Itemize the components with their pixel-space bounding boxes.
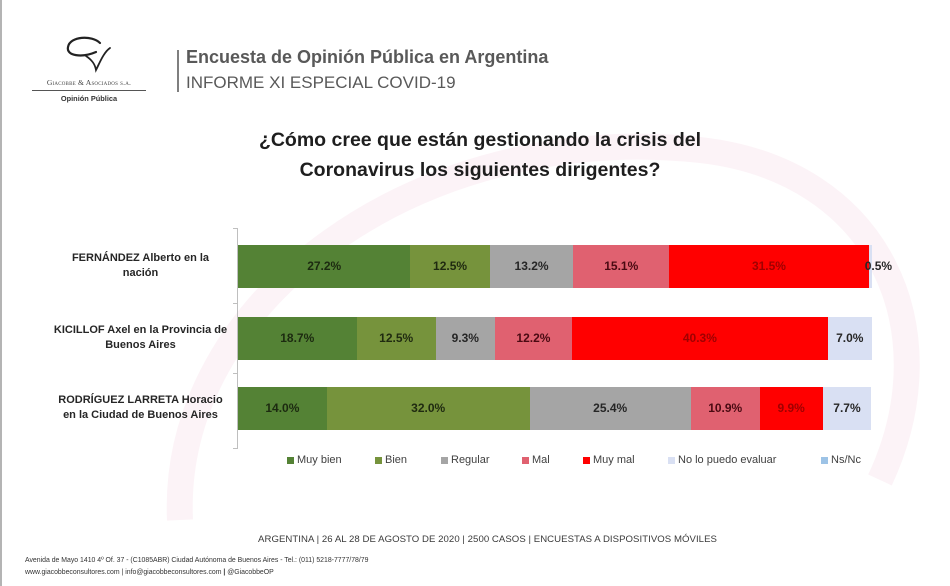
- data-label: 9.9%: [777, 401, 805, 415]
- bar-segment: [435, 317, 495, 360]
- data-label: 13.2%: [514, 259, 549, 273]
- contact-info: Avenida de Mayo 1410 4º Of. 37 - (C1085A…: [25, 555, 368, 579]
- bar-segment: [759, 387, 823, 430]
- bar-segment: [868, 245, 872, 288]
- company-logo: Giacobbe & Asociados s.a. Opinión Públic…: [24, 34, 154, 106]
- legend-swatch: [287, 456, 294, 464]
- bar-segment: [326, 387, 530, 430]
- bar-segment: [572, 317, 828, 360]
- logo-mark-icon: [66, 36, 111, 73]
- data-label: 15.1%: [604, 259, 639, 273]
- web-contact-line: www.giacobbeconsultores.com | info@giaco…: [25, 567, 368, 579]
- legend-item: Mal: [522, 452, 550, 468]
- legend-swatch: [522, 456, 529, 464]
- bar-segment: [669, 245, 869, 288]
- logo-brand: Giacobbe & Asociados s.a.: [46, 78, 132, 87]
- bar-segment: [573, 245, 670, 288]
- bar-segment: [494, 317, 573, 360]
- report-subtitle: INFORME XI ESPECIAL COVID-19: [186, 73, 456, 92]
- data-label: 27.2%: [307, 259, 342, 273]
- logo-tagline: Opinión Pública: [60, 94, 118, 103]
- category-label-line: FERNÁNDEZ Alberto en la: [71, 252, 210, 264]
- category-label-line: en la Ciudad de Buenos Aires: [63, 409, 218, 421]
- legend-item: Bien: [375, 452, 407, 468]
- y-axis-tick: [233, 373, 238, 374]
- email-link[interactable]: info@giacobbeconsultores.com: [125, 569, 222, 576]
- category-label: FERNÁNDEZ Alberto en la nación: [48, 251, 233, 281]
- data-label: 10.9%: [708, 401, 743, 415]
- legend-label: Muy mal: [593, 454, 635, 466]
- bar-segment: [238, 317, 357, 360]
- legend-swatch: [668, 456, 675, 464]
- legend-item: No lo puedo evaluar: [668, 452, 776, 468]
- data-label: 0.5%: [864, 259, 893, 273]
- category-label-line: KICILLOF Axel en la Provincia de: [53, 324, 228, 336]
- data-label: 40.3%: [682, 331, 717, 345]
- data-label: 12.5%: [379, 331, 414, 345]
- legend-label: Regular: [451, 454, 490, 466]
- data-label: 7.0%: [836, 331, 864, 345]
- data-label: 14.0%: [265, 401, 300, 415]
- data-label: 25.4%: [593, 401, 628, 415]
- category-label-line: RODRÍGUEZ LARRETA Horacio: [58, 394, 223, 406]
- chart-title-line: Coronavirus los siguientes dirigentes?: [299, 159, 661, 181]
- legend-swatch: [441, 456, 448, 464]
- bar-segment: [827, 317, 872, 360]
- chart-title: ¿Cómo cree que están gestionando la cris…: [150, 125, 810, 185]
- bar-segment: [822, 387, 872, 430]
- chart-legend: Muy bien Bien Regular Mal Muy mal No lo puedo…: [0, 452, 950, 468]
- data-label: 12.5%: [433, 259, 468, 273]
- legend-item: Ns/Nc: [821, 452, 861, 468]
- legend-label: Muy bien: [297, 454, 342, 466]
- report-title: Encuesta de Opinión Pública en Argentina: [186, 47, 549, 67]
- separator: |: [223, 569, 228, 576]
- y-axis-tick: [233, 228, 238, 229]
- bar-segment: [238, 245, 411, 288]
- category-label: KICILLOF Axel en la Provincia de Buenos A…: [48, 323, 233, 353]
- bar-segment: [489, 245, 574, 288]
- y-axis-tick: [233, 303, 238, 304]
- category-label: RODRÍGUEZ LARRETA Horacio en la Ciudad de…: [48, 393, 233, 423]
- y-axis-tick: [233, 448, 238, 449]
- chart-title-line: ¿Cómo cree que están gestionando la cris…: [258, 129, 702, 151]
- data-label: 32.0%: [411, 401, 446, 415]
- social-handle[interactable]: @GiacobbeOP: [227, 569, 274, 576]
- header-divider: [177, 50, 179, 92]
- legend-swatch: [821, 456, 828, 464]
- survey-metadata: ARGENTINA | 26 AL 28 DE AGOSTO DE 2020 |…: [258, 534, 717, 545]
- logo-divider: [32, 90, 146, 91]
- bar-segment: [529, 387, 691, 430]
- legend-label: No lo puedo evaluar: [678, 454, 777, 466]
- website-link[interactable]: www.giacobbeconsultores.com: [25, 569, 120, 576]
- legend-swatch: [375, 456, 382, 464]
- separator: |: [121, 569, 126, 576]
- category-label-line: Buenos Aires: [105, 339, 176, 351]
- bar-segment: [238, 387, 327, 430]
- bar-segment: [690, 387, 760, 430]
- legend-label: Mal: [532, 454, 550, 466]
- legend-swatch: [583, 456, 590, 464]
- category-label-line: nación: [122, 267, 159, 279]
- legend-item: Muy mal: [583, 452, 635, 468]
- data-label: 7.7%: [833, 401, 861, 415]
- legend-label: Bien: [385, 454, 408, 466]
- bar-segment: [356, 317, 436, 360]
- data-label: 12.2%: [516, 331, 551, 345]
- page-edge: [0, 0, 2, 586]
- data-label: 18.7%: [280, 331, 315, 345]
- address-line: Avenida de Mayo 1410 4º Of. 37 - (C1085A…: [25, 557, 369, 564]
- data-label: 31.5%: [751, 259, 786, 273]
- data-label: 9.3%: [451, 331, 479, 345]
- legend-item: Regular: [441, 452, 490, 468]
- legend-item: Muy bien: [287, 452, 342, 468]
- legend-label: Ns/Nc: [831, 454, 861, 466]
- y-axis: [237, 228, 238, 448]
- bar-segment: [410, 245, 490, 288]
